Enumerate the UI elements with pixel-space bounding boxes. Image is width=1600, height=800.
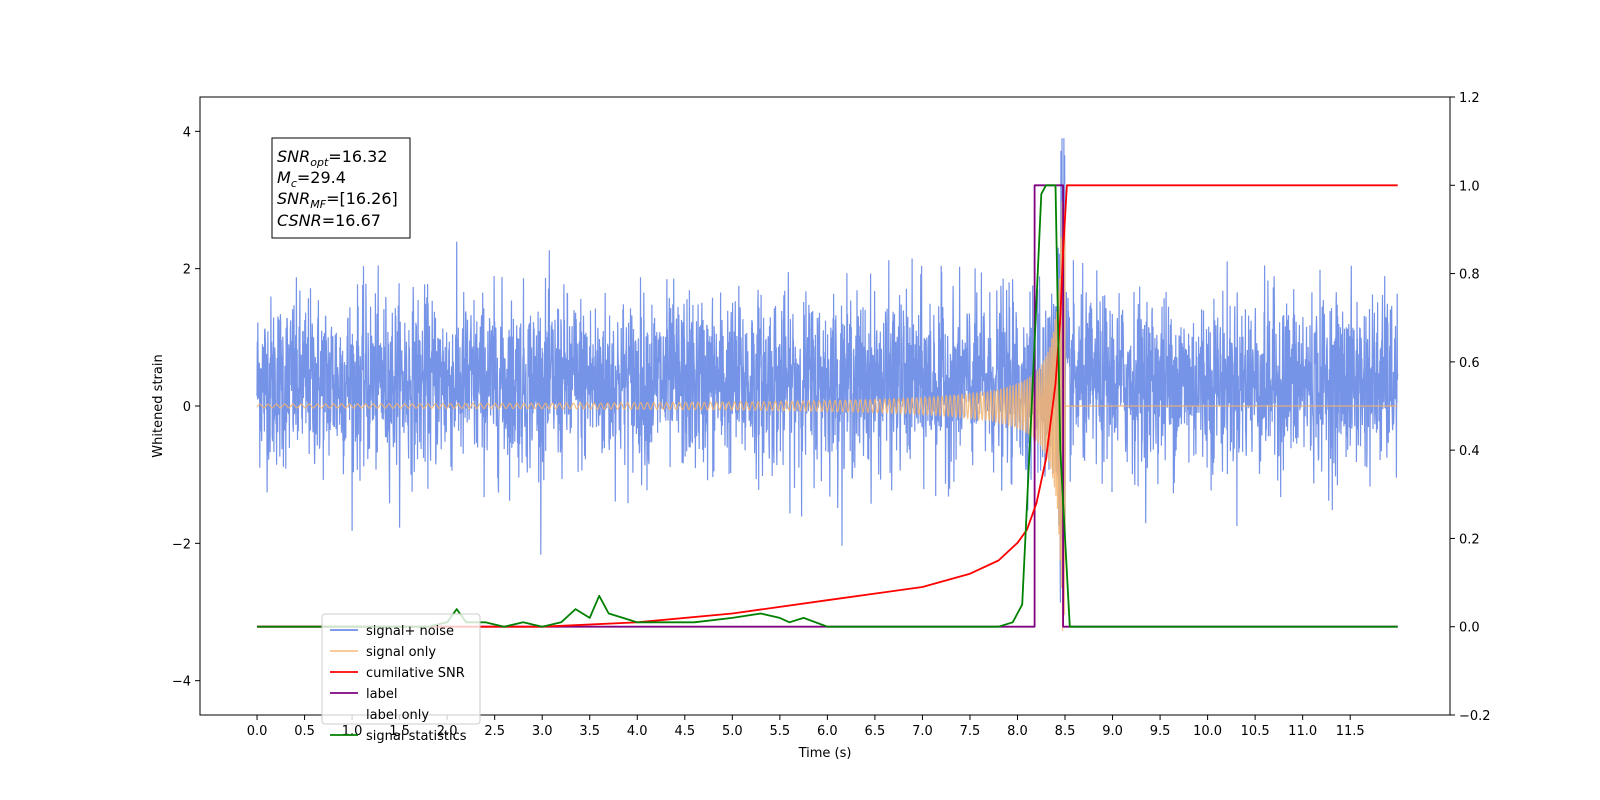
legend-label: label xyxy=(366,687,397,702)
x-tick-label: 9.5 xyxy=(1150,724,1171,739)
legend-label: cumilative SNR xyxy=(366,666,465,681)
y-tick-label: 4 xyxy=(183,125,191,140)
series-signal-plus-noise xyxy=(256,138,1399,603)
annotation-snr-mf: SNRMF=[16.26] xyxy=(277,189,398,211)
x-tick-label: 8.0 xyxy=(1007,724,1028,739)
annotation-mc: Mc=29.4 xyxy=(277,168,346,190)
legend-label: label only xyxy=(366,708,429,723)
x-tick-label: 6.5 xyxy=(865,724,886,739)
y-axis-right: −0.2 0.0 0.2 0.4 0.6 0.8 1.0 1.2 xyxy=(1450,91,1491,724)
x-tick-label: 9.0 xyxy=(1102,724,1123,739)
y-tick-label: −2 xyxy=(172,537,191,552)
series-signal-only xyxy=(256,188,1398,632)
y-right-tick-label: 0.0 xyxy=(1459,621,1480,636)
y-tick-label: −4 xyxy=(172,675,191,690)
y-tick-label: 0 xyxy=(183,400,191,415)
x-tick-label: 7.0 xyxy=(912,724,933,739)
x-tick-label: 3.0 xyxy=(532,724,553,739)
legend-label: signal only xyxy=(366,645,436,660)
y-right-tick-label: 0.6 xyxy=(1459,356,1480,371)
y-right-tick-label: −0.2 xyxy=(1459,709,1491,724)
x-tick-label: 4.5 xyxy=(674,724,695,739)
x-tick-label: 4.0 xyxy=(627,724,648,739)
y-axis-title: Whitened strain xyxy=(151,354,166,457)
series-cumulative-snr xyxy=(257,184,1398,628)
x-axis-title: Time (s) xyxy=(798,746,852,761)
x-tick-label: 0.5 xyxy=(294,724,315,739)
series-signal-statistics xyxy=(257,184,1398,628)
series-layer xyxy=(256,138,1399,632)
y-right-tick-label: 0.4 xyxy=(1459,444,1480,459)
x-tick-label: 0.0 xyxy=(247,724,268,739)
x-tick-label: 3.5 xyxy=(579,724,600,739)
x-tick-label: 10.5 xyxy=(1241,724,1270,739)
x-tick-label: 1.5 xyxy=(389,724,410,739)
y-right-tick-label: 1.2 xyxy=(1459,91,1480,106)
x-tick-label: 11.0 xyxy=(1288,724,1317,739)
x-tick-label: 5.0 xyxy=(722,724,743,739)
x-tick-label: 1.0 xyxy=(342,724,363,739)
y-right-tick-label: 0.2 xyxy=(1459,532,1480,547)
x-tick-label: 2.5 xyxy=(484,724,505,739)
x-tick-label: 6.0 xyxy=(817,724,838,739)
legend-label: signal+ noise xyxy=(366,624,454,639)
x-tick-label: 10.0 xyxy=(1193,724,1222,739)
legend-frame xyxy=(321,613,481,725)
annotation-box: SNRopt=16.32 Mc=29.4 SNRMF=[16.26] CSNR=… xyxy=(271,137,411,239)
y-right-tick-label: 0.8 xyxy=(1459,268,1480,283)
x-tick-label: 5.5 xyxy=(770,724,791,739)
y-tick-label: 2 xyxy=(183,263,191,278)
annotation-snr-opt: SNRopt=16.32 xyxy=(277,147,388,169)
y-axis-left: −4 −2 0 2 4 xyxy=(172,125,200,690)
x-tick-label: 7.5 xyxy=(960,724,981,739)
x-tick-label: 11.5 xyxy=(1336,724,1365,739)
x-axis: 0.0 0.5 1.0 1.5 2.0 2.5 3.0 3.5 4.0 4.5 5.0 5.5 6.0 6… xyxy=(247,715,1365,739)
legend: signal+ noise signal only cumilative SNR la… xyxy=(321,613,481,744)
legend-label: signal statistics xyxy=(366,729,467,744)
annotation-frame xyxy=(271,137,411,239)
annotation-csnr: CSNR=16.67 xyxy=(277,211,381,230)
x-tick-label: 8.5 xyxy=(1055,724,1076,739)
y-right-tick-label: 1.0 xyxy=(1459,179,1480,194)
x-tick-label: 2.0 xyxy=(437,724,458,739)
